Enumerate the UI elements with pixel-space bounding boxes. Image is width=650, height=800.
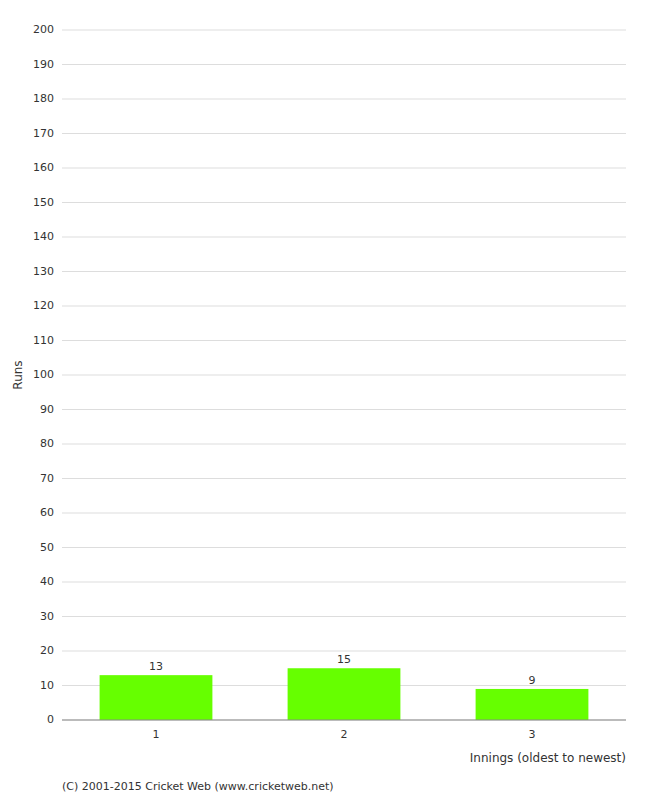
grid-line xyxy=(62,547,626,548)
grid-line xyxy=(62,444,626,445)
y-tick-label: 200 xyxy=(33,23,54,36)
y-tick-label: 50 xyxy=(40,541,54,554)
y-tick-label: 100 xyxy=(33,368,54,381)
grid-line xyxy=(62,64,626,65)
chart-container: 0 10 20 30 40 50 60 70 80 90 100 110 120 130 140 150 160… xyxy=(0,0,650,800)
grid-line xyxy=(62,513,626,514)
y-tick-label: 60 xyxy=(40,506,54,519)
grid-line xyxy=(62,582,626,583)
y-tick-label: 40 xyxy=(40,575,54,588)
grid-line xyxy=(62,133,626,134)
bar xyxy=(476,689,589,720)
y-tick-label: 80 xyxy=(40,437,54,450)
grid-line xyxy=(62,720,626,721)
grid-line xyxy=(62,616,626,617)
x-tick-label: 3 xyxy=(529,728,536,741)
grid-line xyxy=(62,237,626,238)
y-tick-label: 160 xyxy=(33,161,54,174)
grid-line xyxy=(62,99,626,100)
grid-line xyxy=(62,375,626,376)
footer-note: (C) 2001-2015 Cricket Web (www.cricketwe… xyxy=(62,780,334,793)
data-label: 9 xyxy=(529,674,536,687)
grid xyxy=(62,30,626,720)
grid-line xyxy=(62,202,626,203)
y-tick-label: 20 xyxy=(40,644,54,657)
grid-line xyxy=(62,409,626,410)
x-tick-label: 2 xyxy=(341,728,348,741)
y-tick-label: 190 xyxy=(33,58,54,71)
bars xyxy=(100,668,589,720)
y-tick-label: 110 xyxy=(33,334,54,347)
grid-line xyxy=(62,30,626,31)
grid-line xyxy=(62,651,626,652)
y-tick-label: 0 xyxy=(47,713,54,726)
y-tick-label: 30 xyxy=(40,610,54,623)
grid-line xyxy=(62,478,626,479)
grid-line xyxy=(62,168,626,169)
y-axis-label: Runs xyxy=(11,360,25,389)
y-tick-label: 130 xyxy=(33,265,54,278)
bar xyxy=(288,668,401,720)
grid-line xyxy=(62,340,626,341)
grid-line xyxy=(62,306,626,307)
y-tick-label: 150 xyxy=(33,196,54,209)
x-axis-line xyxy=(62,720,626,721)
chart: 0 10 20 30 40 50 60 70 80 90 100 110 120 130 140 150 160… xyxy=(0,0,650,800)
grid-line xyxy=(62,271,626,272)
y-tick-label: 180 xyxy=(33,92,54,105)
x-tick-label: 1 xyxy=(153,728,160,741)
y-tick-label: 90 xyxy=(40,403,54,416)
y-tick-label: 140 xyxy=(33,230,54,243)
y-tick-label: 120 xyxy=(33,299,54,312)
y-tick-label: 70 xyxy=(40,472,54,485)
data-label: 13 xyxy=(149,660,163,673)
x-axis-label: Innings (oldest to newest) xyxy=(470,751,626,765)
bar xyxy=(100,675,213,720)
y-tick-label: 10 xyxy=(40,679,54,692)
data-label: 15 xyxy=(337,653,351,666)
y-tick-label: 170 xyxy=(33,127,54,140)
